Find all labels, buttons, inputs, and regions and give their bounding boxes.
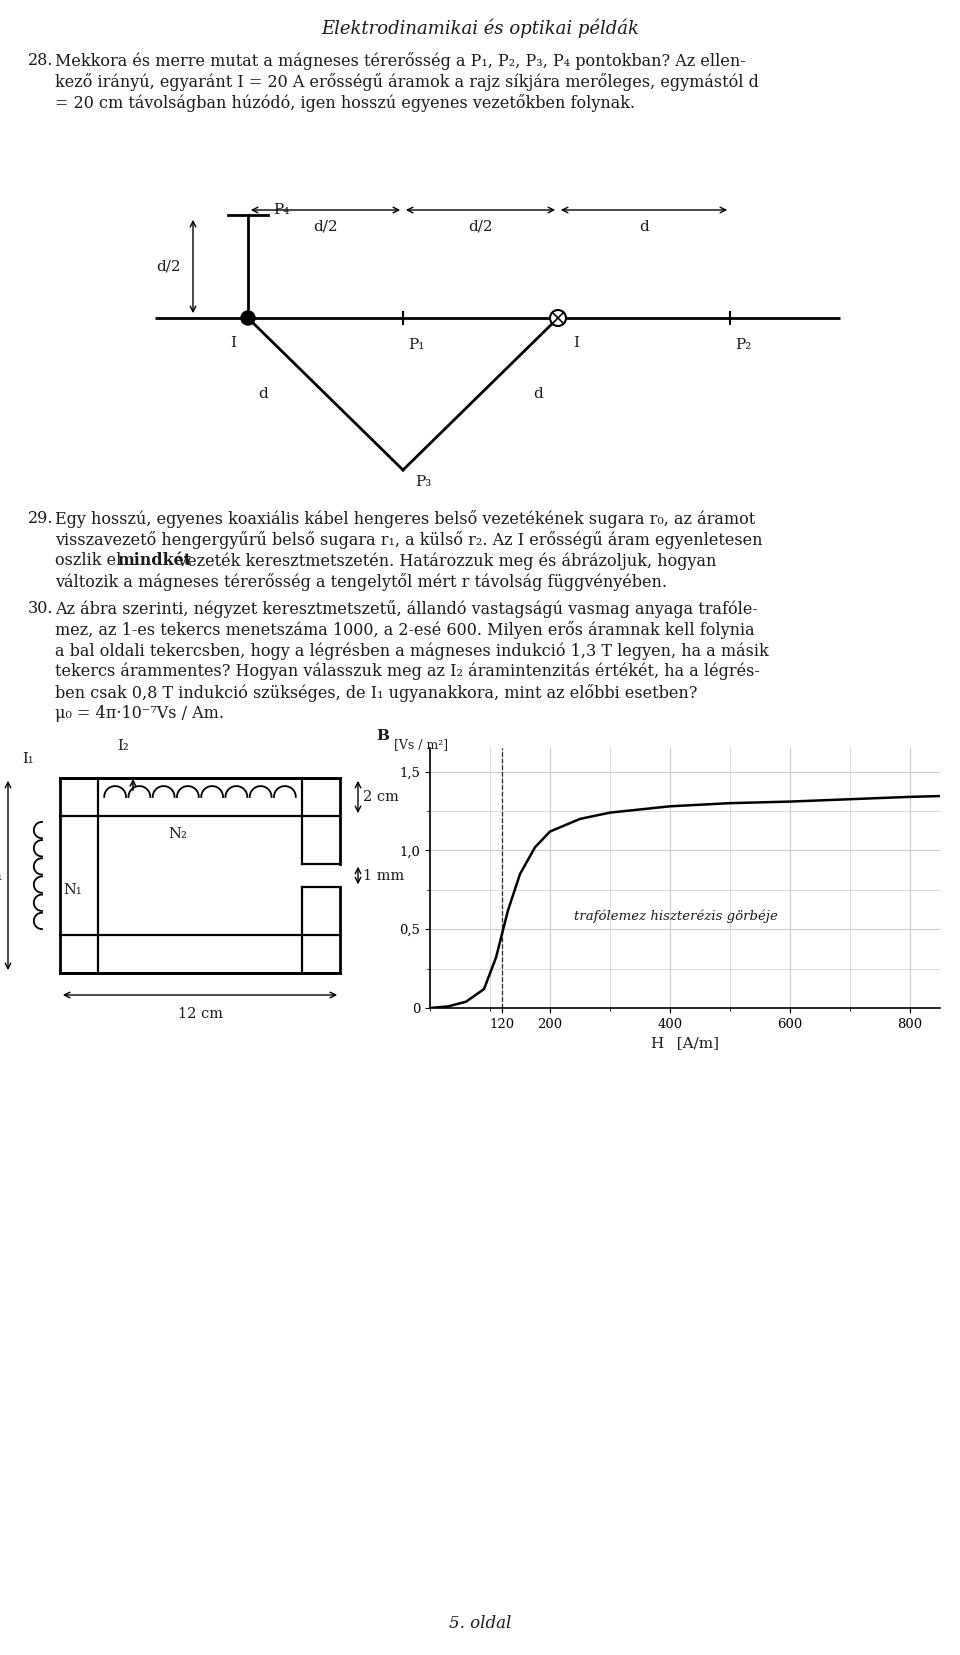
Text: 30.: 30.: [28, 601, 54, 617]
Text: Az ábra szerinti, négyzet keresztmetszetű, állandó vastagságú vasmag anyaga traf: Az ábra szerinti, négyzet keresztmetszet…: [55, 601, 757, 617]
Text: B: B: [376, 730, 389, 743]
X-axis label: H  [A/m]: H [A/m]: [651, 1036, 719, 1051]
Text: μ₀ = 4π·10⁻⁷Vs / Am.: μ₀ = 4π·10⁻⁷Vs / Am.: [55, 705, 224, 722]
Text: 7 cm: 7 cm: [0, 869, 2, 882]
Text: P₁: P₁: [408, 338, 424, 353]
Text: Elektrodinamikai és optikai példák: Elektrodinamikai és optikai példák: [321, 18, 639, 38]
Text: P₄: P₄: [273, 204, 289, 217]
Text: N₁: N₁: [63, 884, 82, 897]
Text: 5. oldal: 5. oldal: [449, 1615, 511, 1632]
Text: 2 cm: 2 cm: [363, 789, 398, 804]
Text: d/2: d/2: [156, 260, 181, 273]
Text: = 20 cm távolságban húzódó, igen hosszú egyenes vezetőkben folynak.: = 20 cm távolságban húzódó, igen hosszú …: [55, 94, 636, 113]
Text: trafólemez hiszterézis görbéje: trafólemez hiszterézis görbéje: [574, 909, 778, 923]
Circle shape: [241, 311, 255, 324]
Text: 28.: 28.: [28, 51, 54, 70]
Text: mindkét: mindkét: [118, 553, 192, 569]
Text: ben csak 0,8 T indukció szükséges, de I₁ ugyanakkora, mint az előbbi esetben?: ben csak 0,8 T indukció szükséges, de I₁…: [55, 684, 697, 702]
Text: d/2: d/2: [313, 220, 338, 233]
Text: I: I: [573, 336, 579, 349]
Text: tekercs árammentes? Hogyan válasszuk meg az I₂ áramintenzitás értékét, ha a légr: tekercs árammentes? Hogyan válasszuk meg…: [55, 664, 760, 680]
Text: 29.: 29.: [28, 510, 54, 526]
Text: d/2: d/2: [468, 220, 492, 233]
Text: mez, az 1-es tekercs menetszáma 1000, a 2-esé 600. Milyen erős áramnak kell foly: mez, az 1-es tekercs menetszáma 1000, a …: [55, 621, 755, 639]
Text: Mekkora és merre mutat a mágneses térerősség a P₁, P₂, P₃, P₄ pontokban? Az elle: Mekkora és merre mutat a mágneses térerő…: [55, 51, 746, 70]
Text: oszlik el: oszlik el: [55, 553, 127, 569]
Circle shape: [550, 309, 566, 326]
Text: vezeték keresztmetszetén. Határozzuk meg és ábrázoljuk, hogyan: vezeték keresztmetszetén. Határozzuk meg…: [173, 553, 716, 569]
Text: visszavezető hengergyűrű belső sugara r₁, a külső r₂. Az I erősségű áram egyenle: visszavezető hengergyűrű belső sugara r₁…: [55, 531, 762, 549]
Text: [Vs / m²]: [Vs / m²]: [394, 738, 448, 751]
Text: a bal oldali tekercsben, hogy a légrésben a mágneses indukció 1,3 T legyen, ha a: a bal oldali tekercsben, hogy a légrésbe…: [55, 642, 769, 659]
Text: I: I: [230, 336, 236, 349]
Text: P₂: P₂: [735, 338, 752, 353]
Text: Egy hosszú, egyenes koaxiális kábel hengeres belső vezetékének sugara r₀, az ára: Egy hosszú, egyenes koaxiális kábel heng…: [55, 510, 756, 528]
Text: d: d: [639, 220, 649, 233]
Text: kező irányú, egyaránt I = 20 A erősségű áramok a rajz síkjára merőleges, egymást: kező irányú, egyaránt I = 20 A erősségű …: [55, 73, 758, 91]
Text: I₂: I₂: [117, 740, 129, 753]
Text: 12 cm: 12 cm: [178, 1006, 223, 1021]
Text: P₃: P₃: [415, 475, 431, 488]
Text: N₂: N₂: [168, 828, 187, 841]
Text: d: d: [533, 387, 542, 401]
Text: d: d: [258, 387, 268, 401]
Text: változik a mágneses térerősség a tengelytől mért r távolság függvényében.: változik a mágneses térerősség a tengely…: [55, 573, 667, 591]
Text: I₁: I₁: [22, 751, 34, 766]
Text: 1 mm: 1 mm: [363, 869, 404, 882]
